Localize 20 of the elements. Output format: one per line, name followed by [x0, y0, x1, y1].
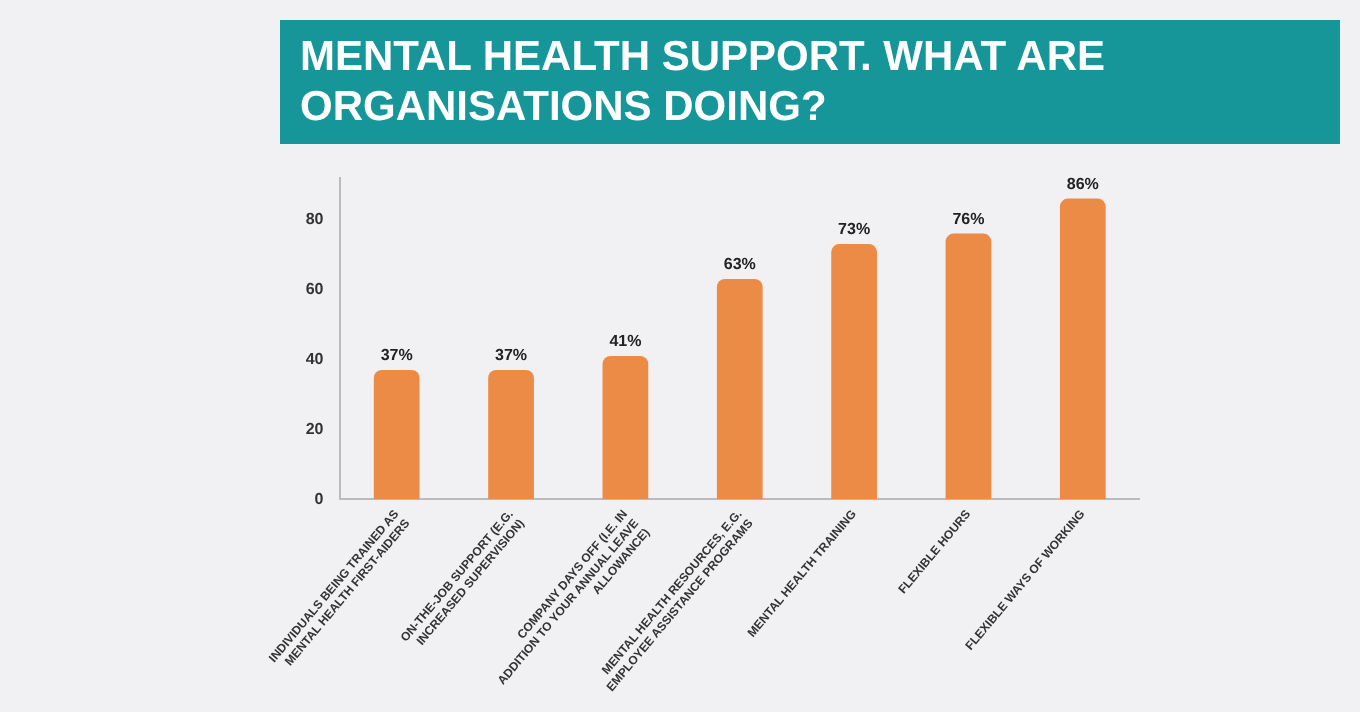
data-label: 76%	[952, 209, 985, 228]
y-tick-label: 40	[305, 349, 325, 368]
y-tick-label: 0	[314, 489, 325, 508]
y-tick-label: 60	[305, 279, 325, 298]
data-label: 73%	[838, 220, 871, 239]
bar	[716, 279, 763, 500]
y-tick-label: 20	[305, 419, 325, 438]
bar	[602, 355, 649, 500]
bar	[373, 369, 420, 500]
data-label: 37%	[380, 346, 413, 365]
bar	[945, 233, 992, 500]
y-tick-label: 80	[305, 209, 325, 228]
data-label: 86%	[1066, 174, 1099, 193]
chart-title: MENTAL HEALTH SUPPORT. WHAT ARE ORGANISATIONS DOING?	[280, 20, 1340, 144]
data-label: 63%	[723, 255, 756, 274]
data-label: 41%	[609, 332, 642, 351]
bar	[1059, 198, 1106, 500]
bar	[488, 369, 534, 500]
bar	[831, 244, 877, 500]
data-label: 37%	[495, 346, 528, 365]
